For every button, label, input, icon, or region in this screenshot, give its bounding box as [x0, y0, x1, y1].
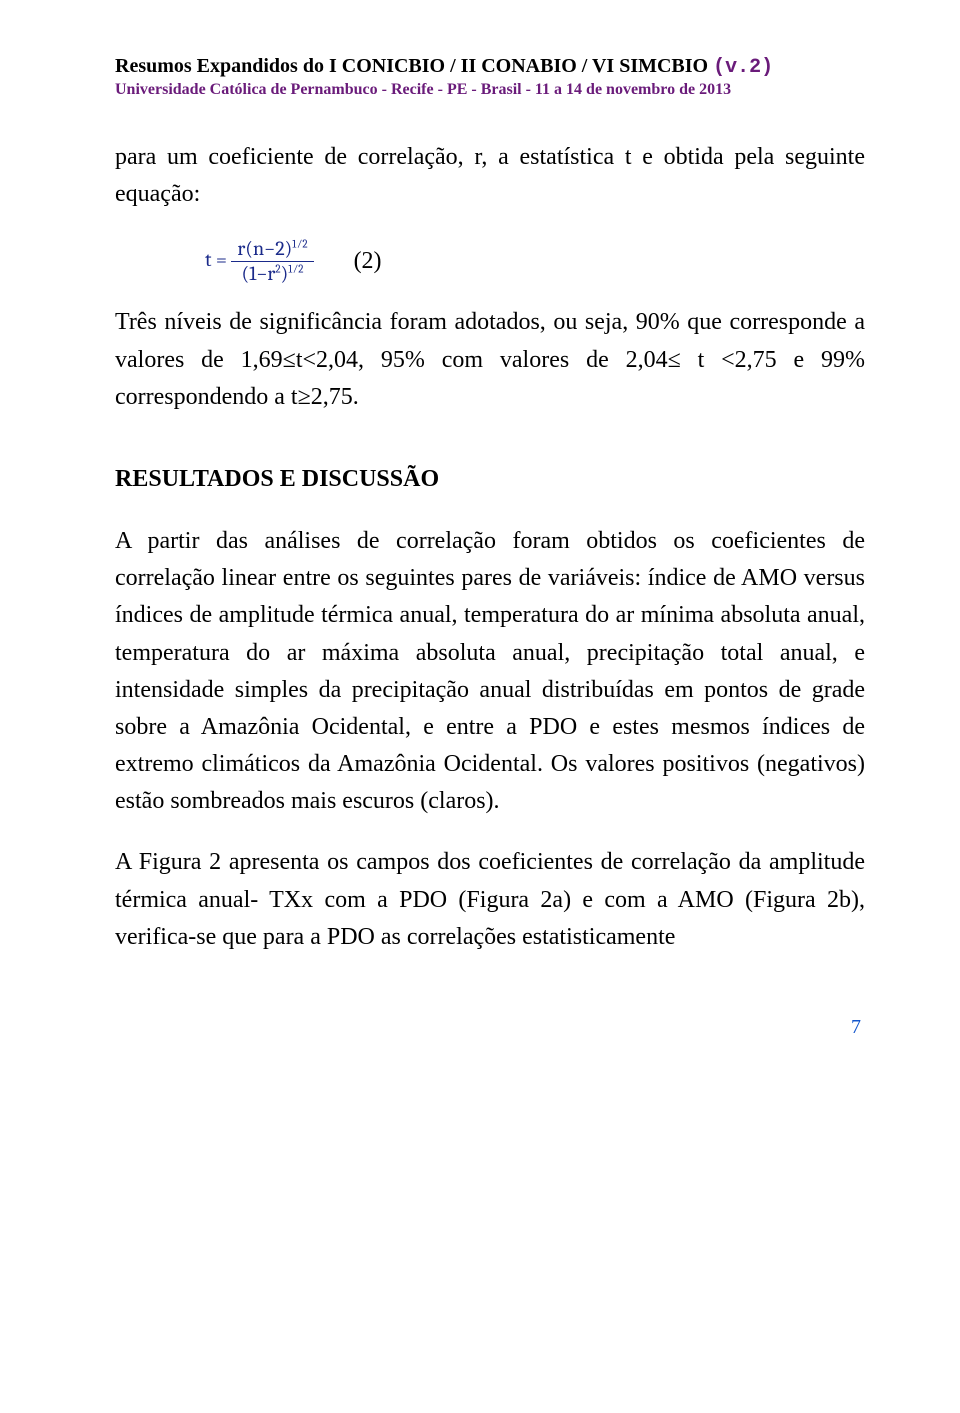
header-title-main: Resumos Expandidos do I CONICBIO / II CO… — [115, 55, 713, 77]
results-paragraph-1: A partir das análises de correlação fora… — [115, 523, 865, 821]
equation-den-a: (1−r — [241, 262, 275, 285]
equation-num-base: r(n−2) — [237, 237, 292, 260]
equation-lhs: t = — [205, 249, 227, 272]
equation-den-exp2: 1⁄2 — [288, 263, 303, 276]
equation-number: (2) — [354, 248, 382, 275]
equation-formula: t = r(n−2)1⁄2 (1−r2)1⁄2 — [205, 237, 314, 286]
equation-numerator: r(n−2)1⁄2 — [231, 237, 313, 262]
equation-block: t = r(n−2)1⁄2 (1−r2)1⁄2 (2) — [205, 237, 865, 286]
significance-paragraph: Três níveis de significância foram adota… — [115, 304, 865, 416]
equation-fraction: r(n−2)1⁄2 (1−r2)1⁄2 — [231, 237, 313, 286]
header-title: Resumos Expandidos do I CONICBIO / II CO… — [115, 55, 865, 79]
header-subtitle: Universidade Católica de Pernambuco - Re… — [115, 81, 865, 99]
equation-num-exp: 1⁄2 — [292, 238, 307, 251]
page-number: 7 — [115, 1016, 865, 1039]
document-page: Resumos Expandidos do I CONICBIO / II CO… — [0, 0, 960, 1079]
equation-denominator: (1−r2)1⁄2 — [231, 262, 313, 286]
results-paragraph-2: A Figura 2 apresenta os campos dos coefi… — [115, 844, 865, 956]
intro-paragraph: para um coeficiente de correlação, r, a … — [115, 139, 865, 213]
section-heading: RESULTADOS E DISCUSSÃO — [115, 466, 865, 493]
header-title-version: (v.2) — [713, 56, 773, 79]
